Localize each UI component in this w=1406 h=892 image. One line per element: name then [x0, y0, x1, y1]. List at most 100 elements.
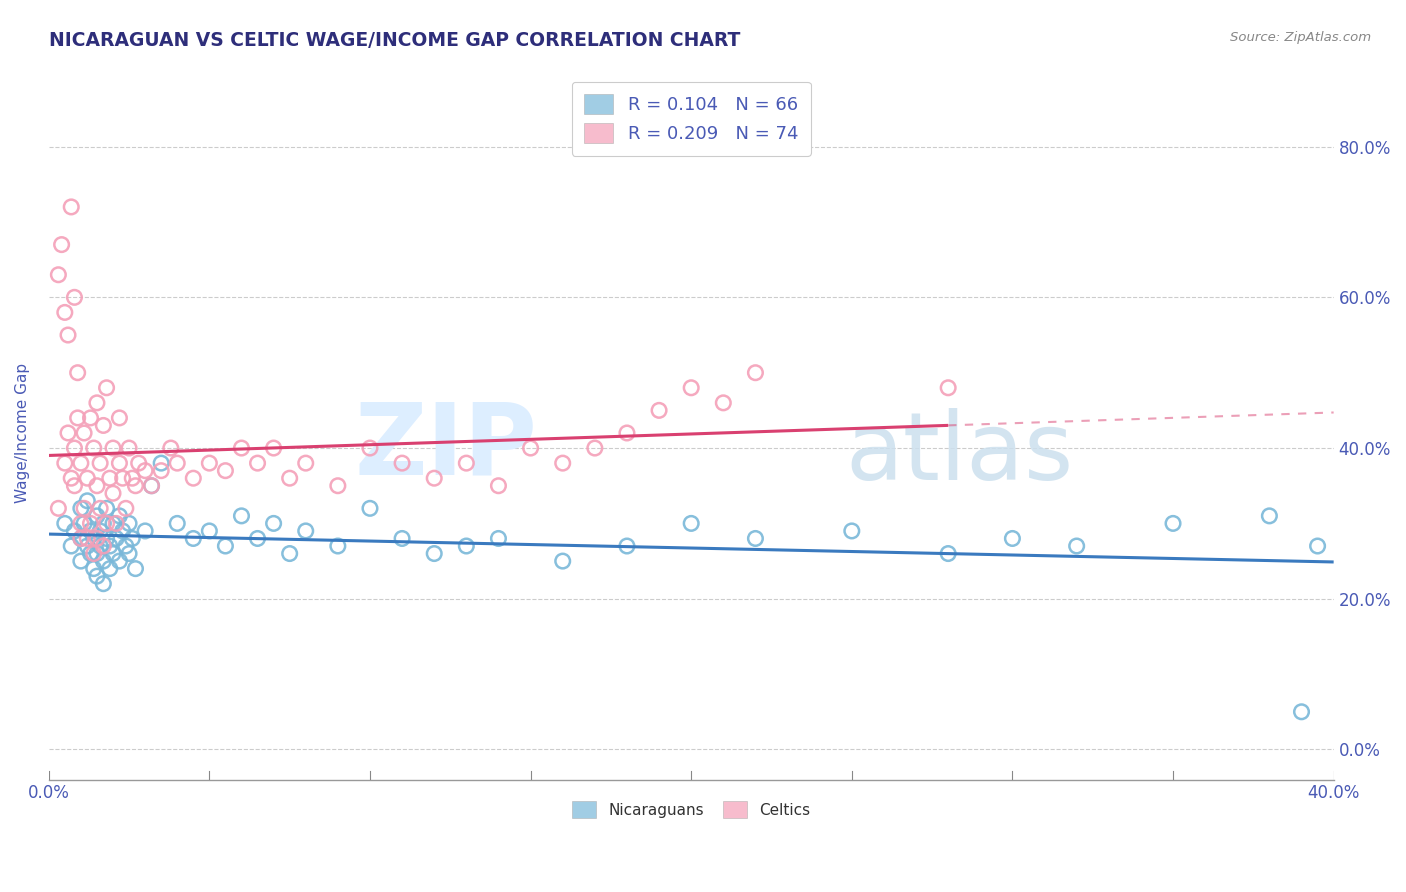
- Point: [181, 532, 204, 546]
- Point: [53, 516, 76, 531]
- Point: [744, 532, 766, 546]
- Point: [76, 471, 98, 485]
- Point: [86, 569, 108, 583]
- Point: [48, 268, 70, 282]
- Point: [1291, 705, 1313, 719]
- Point: [86, 547, 108, 561]
- Point: [86, 396, 108, 410]
- Point: [79, 411, 101, 425]
- Point: [105, 532, 128, 546]
- Point: [150, 456, 173, 470]
- Point: [166, 516, 188, 531]
- Point: [70, 456, 93, 470]
- Point: [423, 471, 446, 485]
- Point: [111, 524, 134, 538]
- Point: [51, 237, 73, 252]
- Point: [66, 366, 89, 380]
- Point: [246, 532, 269, 546]
- Point: [359, 501, 381, 516]
- Point: [63, 524, 86, 538]
- Point: [423, 547, 446, 561]
- Point: [86, 479, 108, 493]
- Point: [1161, 516, 1184, 531]
- Point: [56, 425, 79, 440]
- Point: [63, 290, 86, 304]
- Point: [73, 501, 96, 516]
- Point: [56, 328, 79, 343]
- Point: [98, 561, 121, 575]
- Point: [70, 501, 93, 516]
- Point: [118, 547, 141, 561]
- Point: [391, 532, 413, 546]
- Point: [108, 508, 131, 523]
- Point: [101, 516, 124, 531]
- Point: [89, 501, 111, 516]
- Point: [551, 554, 574, 568]
- Point: [93, 576, 115, 591]
- Point: [108, 554, 131, 568]
- Point: [456, 456, 478, 470]
- Point: [76, 539, 98, 553]
- Point: [86, 508, 108, 523]
- Point: [134, 524, 156, 538]
- Point: [198, 456, 221, 470]
- Point: [936, 547, 959, 561]
- Point: [93, 554, 115, 568]
- Point: [66, 411, 89, 425]
- Point: [141, 479, 163, 493]
- Point: [1001, 532, 1024, 546]
- Point: [326, 479, 349, 493]
- Point: [101, 441, 124, 455]
- Point: [70, 516, 93, 531]
- Point: [326, 539, 349, 553]
- Point: [391, 456, 413, 470]
- Point: [214, 464, 236, 478]
- Text: atlas: atlas: [845, 408, 1074, 500]
- Point: [70, 532, 93, 546]
- Point: [551, 456, 574, 470]
- Legend: Nicaraguans, Celtics: Nicaraguans, Celtics: [565, 795, 817, 824]
- Point: [124, 561, 146, 575]
- Point: [488, 532, 510, 546]
- Point: [583, 441, 606, 455]
- Point: [98, 539, 121, 553]
- Point: [141, 479, 163, 493]
- Point: [519, 441, 541, 455]
- Point: [1306, 539, 1329, 553]
- Point: [198, 524, 221, 538]
- Point: [76, 493, 98, 508]
- Point: [93, 516, 115, 531]
- Point: [118, 441, 141, 455]
- Point: [101, 486, 124, 500]
- Point: [648, 403, 671, 417]
- Point: [150, 464, 173, 478]
- Point: [105, 516, 128, 531]
- Point: [841, 524, 863, 538]
- Point: [134, 464, 156, 478]
- Point: [93, 539, 115, 553]
- Point: [231, 508, 253, 523]
- Point: [93, 418, 115, 433]
- Point: [108, 456, 131, 470]
- Point: [1258, 508, 1281, 523]
- Point: [456, 539, 478, 553]
- Point: [181, 471, 204, 485]
- Point: [70, 532, 93, 546]
- Point: [89, 524, 111, 538]
- Point: [121, 471, 143, 485]
- Point: [73, 425, 96, 440]
- Text: Source: ZipAtlas.com: Source: ZipAtlas.com: [1230, 31, 1371, 45]
- Point: [83, 547, 105, 561]
- Point: [101, 547, 124, 561]
- Point: [96, 381, 118, 395]
- Point: [115, 539, 138, 553]
- Point: [73, 516, 96, 531]
- Point: [744, 366, 766, 380]
- Point: [79, 547, 101, 561]
- Point: [60, 200, 83, 214]
- Point: [711, 396, 734, 410]
- Point: [79, 516, 101, 531]
- Point: [263, 516, 285, 531]
- Point: [159, 441, 181, 455]
- Point: [108, 411, 131, 425]
